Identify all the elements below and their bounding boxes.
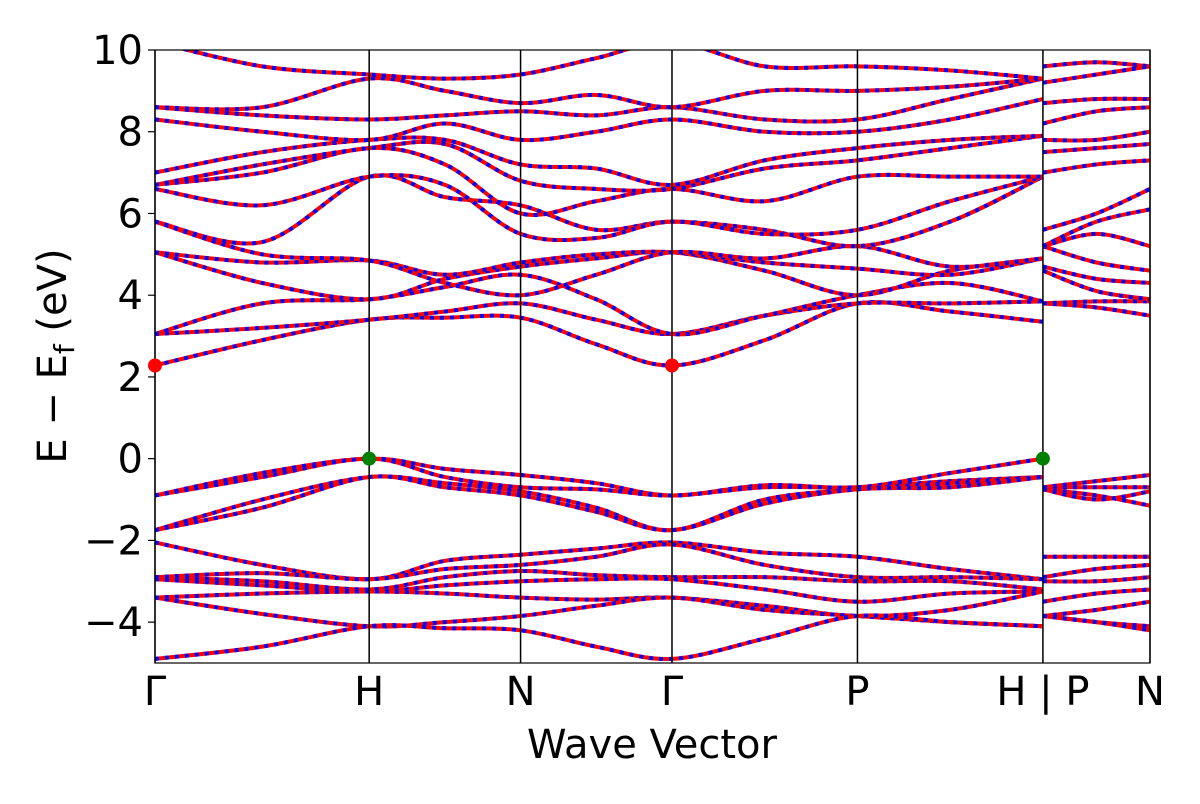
- y-axis-label: E − Ef (eV): [30, 248, 81, 463]
- band-dash: [155, 129, 1150, 187]
- x-tick-label: N: [506, 669, 536, 715]
- band-dash: [155, 569, 1150, 592]
- band-line: [155, 474, 1150, 533]
- y-tick-label: 6: [118, 191, 143, 237]
- vbm-point: [362, 451, 377, 466]
- y-label-unit: (eV): [30, 248, 76, 344]
- cbm-point: [664, 358, 679, 373]
- band-dash: [155, 474, 1150, 533]
- x-tick-label: Γ: [661, 669, 684, 715]
- band-line: [155, 474, 1150, 533]
- y-tick-label: −2: [84, 518, 143, 564]
- band-dash: [155, 540, 1150, 582]
- y-tick-label: 0: [118, 437, 143, 483]
- y-tick-label: 4: [118, 273, 143, 319]
- band-dash: [155, 542, 1150, 582]
- band-dash: [155, 249, 1150, 302]
- x-tick-label: P: [845, 669, 869, 715]
- plot-area: [155, 50, 1150, 662]
- band-line: [155, 589, 1150, 619]
- x-tick-label: Γ: [144, 669, 167, 715]
- y-label-sub: f: [48, 343, 81, 354]
- band-dash: [155, 219, 1150, 298]
- vbm-point: [1035, 451, 1050, 466]
- band-line: [155, 76, 1150, 124]
- band-dash: [155, 576, 1150, 604]
- band-dash: [155, 268, 1150, 337]
- y-tick-label: 10: [92, 28, 143, 74]
- band-dash: [155, 613, 1150, 662]
- x-axis-label: Wave Vector: [527, 722, 778, 768]
- band-dash: [155, 589, 1150, 619]
- band-dash: [155, 64, 1150, 112]
- x-tick-label: N: [1135, 669, 1165, 715]
- band-dash: [155, 97, 1150, 143]
- y-tick-label: −4: [84, 600, 143, 646]
- x-tick-label: H: [354, 669, 384, 715]
- cbm-point: [148, 358, 162, 373]
- x-tick-label: H | P: [996, 669, 1089, 715]
- y-label-main: E − E: [30, 354, 76, 464]
- band-dash: [155, 244, 1150, 278]
- band-dash: [155, 133, 1150, 193]
- band-dash: [179, 50, 1150, 81]
- y-tick-label: 8: [118, 110, 143, 156]
- band-dash: [155, 299, 1150, 337]
- band-dash: [155, 145, 1150, 217]
- band-line: [155, 219, 1150, 298]
- band-line: [179, 50, 1150, 81]
- band-dash: [155, 173, 1150, 249]
- band-dash: [155, 173, 1150, 243]
- band-dash: [155, 76, 1150, 124]
- y-tick-label: 2: [118, 355, 143, 401]
- band-dash: [155, 474, 1150, 533]
